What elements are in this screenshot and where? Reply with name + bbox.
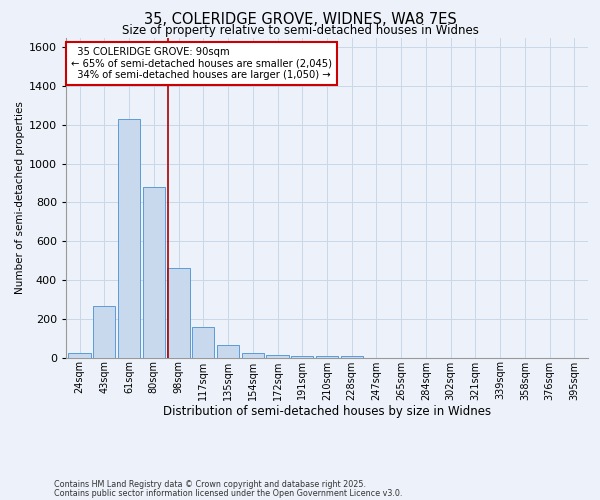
Bar [316,356,338,358]
Text: Contains public sector information licensed under the Open Government Licence v3: Contains public sector information licen… [54,488,403,498]
Text: Size of property relative to semi-detached houses in Widnes: Size of property relative to semi-detach… [122,24,478,37]
Text: 35, COLERIDGE GROVE, WIDNES, WA8 7ES: 35, COLERIDGE GROVE, WIDNES, WA8 7ES [143,12,457,28]
Text: 35 COLERIDGE GROVE: 90sqm
← 65% of semi-detached houses are smaller (2,045)
  34: 35 COLERIDGE GROVE: 90sqm ← 65% of semi-… [71,47,332,80]
Bar [242,352,264,358]
Bar [341,356,363,358]
Bar [167,268,190,358]
Text: Contains HM Land Registry data © Crown copyright and database right 2025.: Contains HM Land Registry data © Crown c… [54,480,366,489]
X-axis label: Distribution of semi-detached houses by size in Widnes: Distribution of semi-detached houses by … [163,405,491,418]
Bar [68,352,91,358]
Bar [291,356,313,358]
Bar [118,119,140,358]
Bar [266,354,289,358]
Bar [192,328,214,358]
Y-axis label: Number of semi-detached properties: Number of semi-detached properties [14,101,25,294]
Bar [93,306,115,358]
Bar [143,187,165,358]
Bar [217,345,239,358]
